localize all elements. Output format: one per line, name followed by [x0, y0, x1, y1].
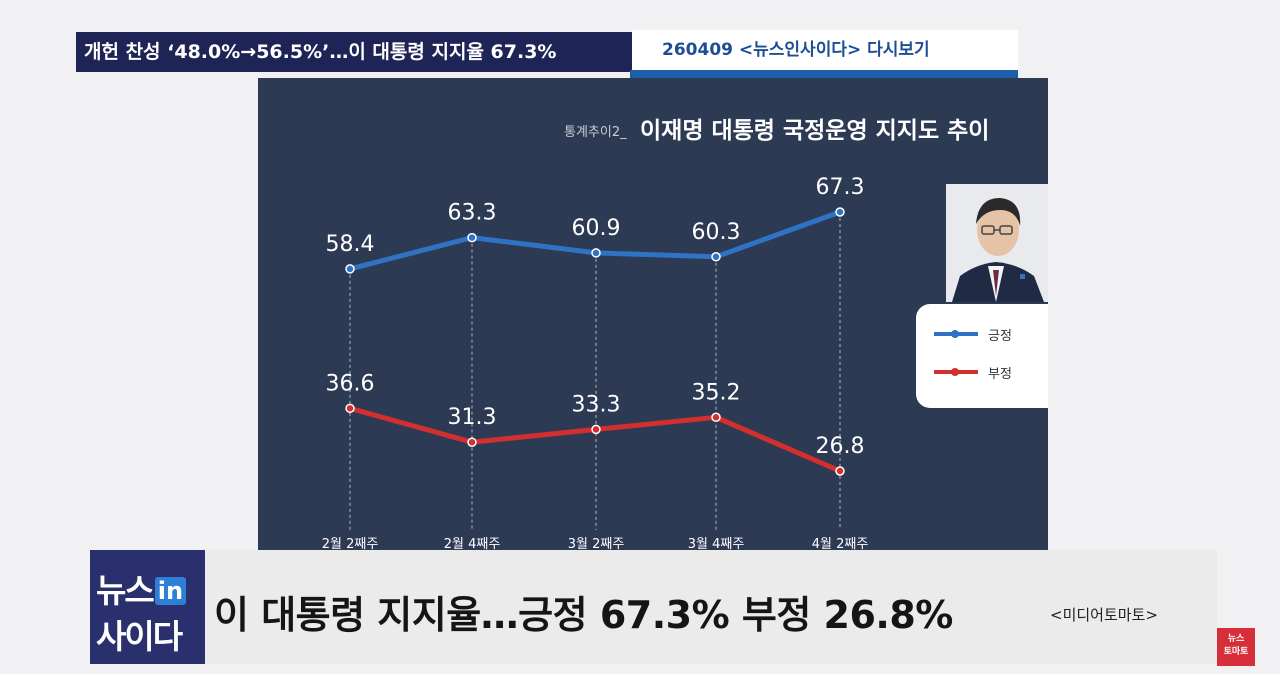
x-tick-label: 3월 2째주 — [568, 537, 625, 550]
corner-logo-line2: 토마토 — [1223, 647, 1249, 657]
data-label: 60.3 — [692, 220, 741, 245]
logo-line1: 뉴스 in — [96, 564, 187, 612]
data-point — [591, 248, 601, 258]
program-logo: 뉴스 in 사이다 — [90, 550, 205, 664]
data-label: 31.3 — [448, 405, 497, 430]
data-label: 36.6 — [326, 371, 375, 396]
data-point — [835, 207, 845, 217]
source-label: <미디어토마토> — [1050, 606, 1158, 624]
data-label: 33.3 — [572, 392, 621, 417]
corner-logo-line1: 뉴스 — [1227, 634, 1245, 644]
data-point — [467, 437, 477, 447]
data-label: 35.2 — [692, 380, 741, 405]
data-point — [591, 424, 601, 435]
corner-logo: 뉴스 토마토 — [1217, 628, 1255, 666]
logo-in-badge: in — [154, 577, 187, 605]
data-point — [345, 264, 355, 274]
data-point — [467, 232, 477, 243]
logo-line2: 사이다 — [96, 617, 183, 656]
data-point — [345, 403, 355, 414]
data-label: 60.9 — [572, 216, 621, 241]
x-tick-label: 2월 4째주 — [444, 537, 501, 550]
president-portrait — [946, 184, 1048, 302]
replay-label: 260409 <뉴스인사이다> 다시보기 — [632, 30, 1018, 70]
legend-label-negative: 부정 — [988, 366, 1012, 382]
portrait-illustration — [946, 184, 1048, 302]
top-headline: 개헌 찬성 ‘48.0%→56.5%’…이 대통령 지지율 67.3% — [76, 32, 632, 72]
data-label: 58.4 — [326, 232, 375, 257]
chart-title: 이재명 대통령 국정운영 지지도 추이 — [640, 118, 989, 144]
legend-item-positive: 긍정 — [934, 324, 1012, 344]
legend-label-positive: 긍정 — [988, 328, 1012, 344]
data-point — [711, 252, 721, 262]
x-tick-label: 2월 2째주 — [322, 537, 379, 550]
x-tick-label: 4월 2째주 — [812, 537, 869, 550]
logo-text-news: 뉴스 — [96, 571, 155, 610]
data-label: 67.3 — [816, 175, 865, 200]
chart-title-prefix: 통계추이2_ — [564, 125, 627, 140]
legend-swatch-negative — [934, 368, 978, 376]
caption-bar — [205, 550, 1217, 664]
legend-swatch-positive — [934, 330, 978, 338]
data-label: 26.8 — [816, 434, 865, 459]
series-line-negative — [347, 405, 843, 474]
chart-legend: 긍정 부정 — [916, 304, 1048, 408]
x-tick-label: 3월 4째주 — [688, 537, 745, 550]
line-chart: 통계추이2_ 이재명 대통령 국정운영 지지도 추이 58.4 63.3 60.9 6… — [322, 118, 990, 550]
data-label: 63.3 — [448, 201, 497, 226]
data-point — [711, 412, 721, 423]
legend-item-negative: 부정 — [934, 362, 1012, 382]
bottom-headline: 이 대통령 지지율…긍정 67.3% 부정 26.8% — [214, 593, 953, 637]
data-point — [835, 466, 845, 476]
chart-panel: 통계추이2_ 이재명 대통령 국정운영 지지도 추이 58.4 63.3 60.9 6… — [258, 78, 1048, 550]
